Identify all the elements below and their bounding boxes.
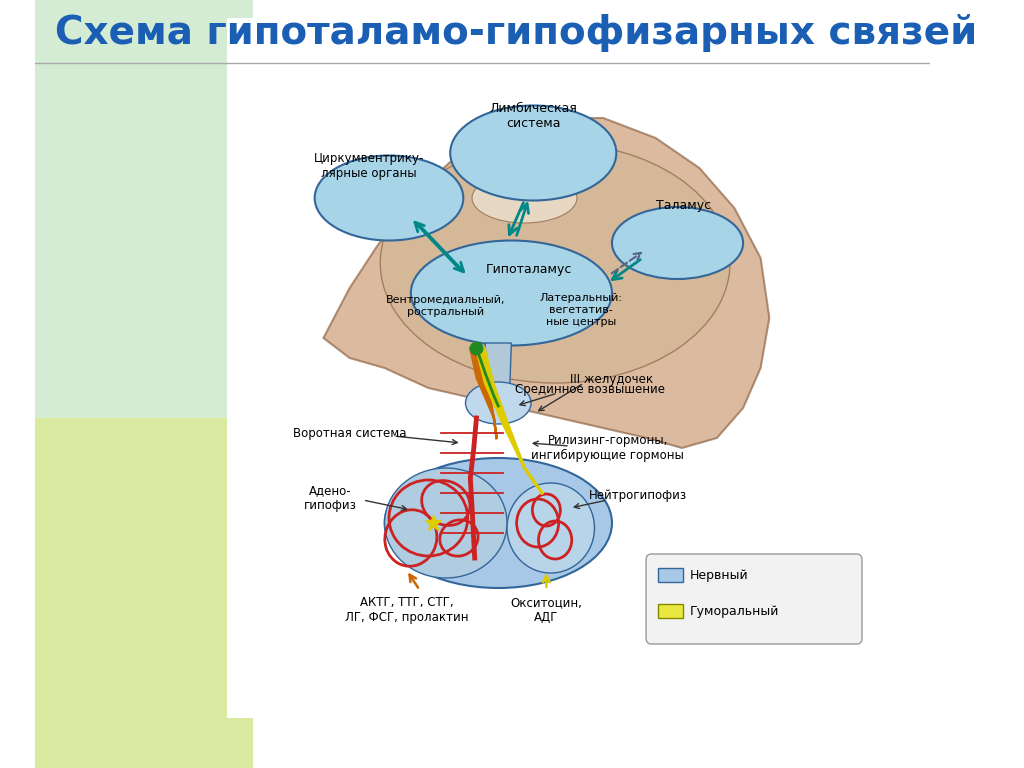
- FancyBboxPatch shape: [646, 554, 862, 644]
- Text: Срединное возвышение: Срединное возвышение: [515, 383, 666, 396]
- FancyBboxPatch shape: [35, 0, 254, 768]
- Ellipse shape: [466, 382, 531, 424]
- Ellipse shape: [451, 105, 616, 200]
- Ellipse shape: [385, 458, 612, 588]
- Text: Гуморальный: Гуморальный: [690, 604, 779, 617]
- FancyBboxPatch shape: [35, 418, 254, 768]
- Text: Схема гипоталамо-гипофизарных связей: Схема гипоталамо-гипофизарных связей: [54, 14, 977, 52]
- FancyBboxPatch shape: [658, 604, 683, 618]
- Ellipse shape: [472, 173, 577, 223]
- Text: Вентромедиальный,
ростральный: Вентромедиальный, ростральный: [386, 295, 506, 317]
- FancyBboxPatch shape: [658, 568, 683, 582]
- Text: Нервный: Нервный: [690, 568, 749, 581]
- FancyBboxPatch shape: [227, 18, 927, 718]
- Ellipse shape: [380, 143, 730, 383]
- Text: III желудочек: III желудочек: [570, 373, 653, 386]
- Polygon shape: [324, 118, 769, 448]
- Text: Латеральный:
вегетатив-
ные центры: Латеральный: вегетатив- ные центры: [540, 293, 623, 326]
- Ellipse shape: [411, 240, 612, 346]
- Text: Адено-
гипофиз: Адено- гипофиз: [304, 484, 356, 512]
- Ellipse shape: [314, 155, 463, 240]
- Text: Гипоталамус: Гипоталамус: [485, 263, 572, 276]
- Polygon shape: [485, 343, 511, 413]
- Text: Таламус: Таламус: [656, 200, 712, 213]
- Text: Циркумвентрику-
лярные органы: Циркумвентрику- лярные органы: [313, 152, 424, 180]
- Text: Лимбическая
система: Лимбическая система: [489, 102, 578, 130]
- Text: АКТГ, ТТГ, СТГ,
ЛГ, ФСГ, пролактин: АКТГ, ТТГ, СТГ, ЛГ, ФСГ, пролактин: [345, 596, 468, 624]
- Ellipse shape: [507, 483, 595, 573]
- Text: Нейтрогипофиз: Нейтрогипофиз: [589, 489, 687, 502]
- Ellipse shape: [385, 468, 507, 578]
- Text: Окситоцин,
АДГ: Окситоцин, АДГ: [510, 596, 583, 624]
- Text: Рилизинг-гормоны,
ингибирующие гормоны: Рилизинг-гормоны, ингибирующие гормоны: [531, 434, 684, 462]
- Ellipse shape: [612, 207, 743, 279]
- Text: Воротная система: Воротная система: [293, 426, 407, 439]
